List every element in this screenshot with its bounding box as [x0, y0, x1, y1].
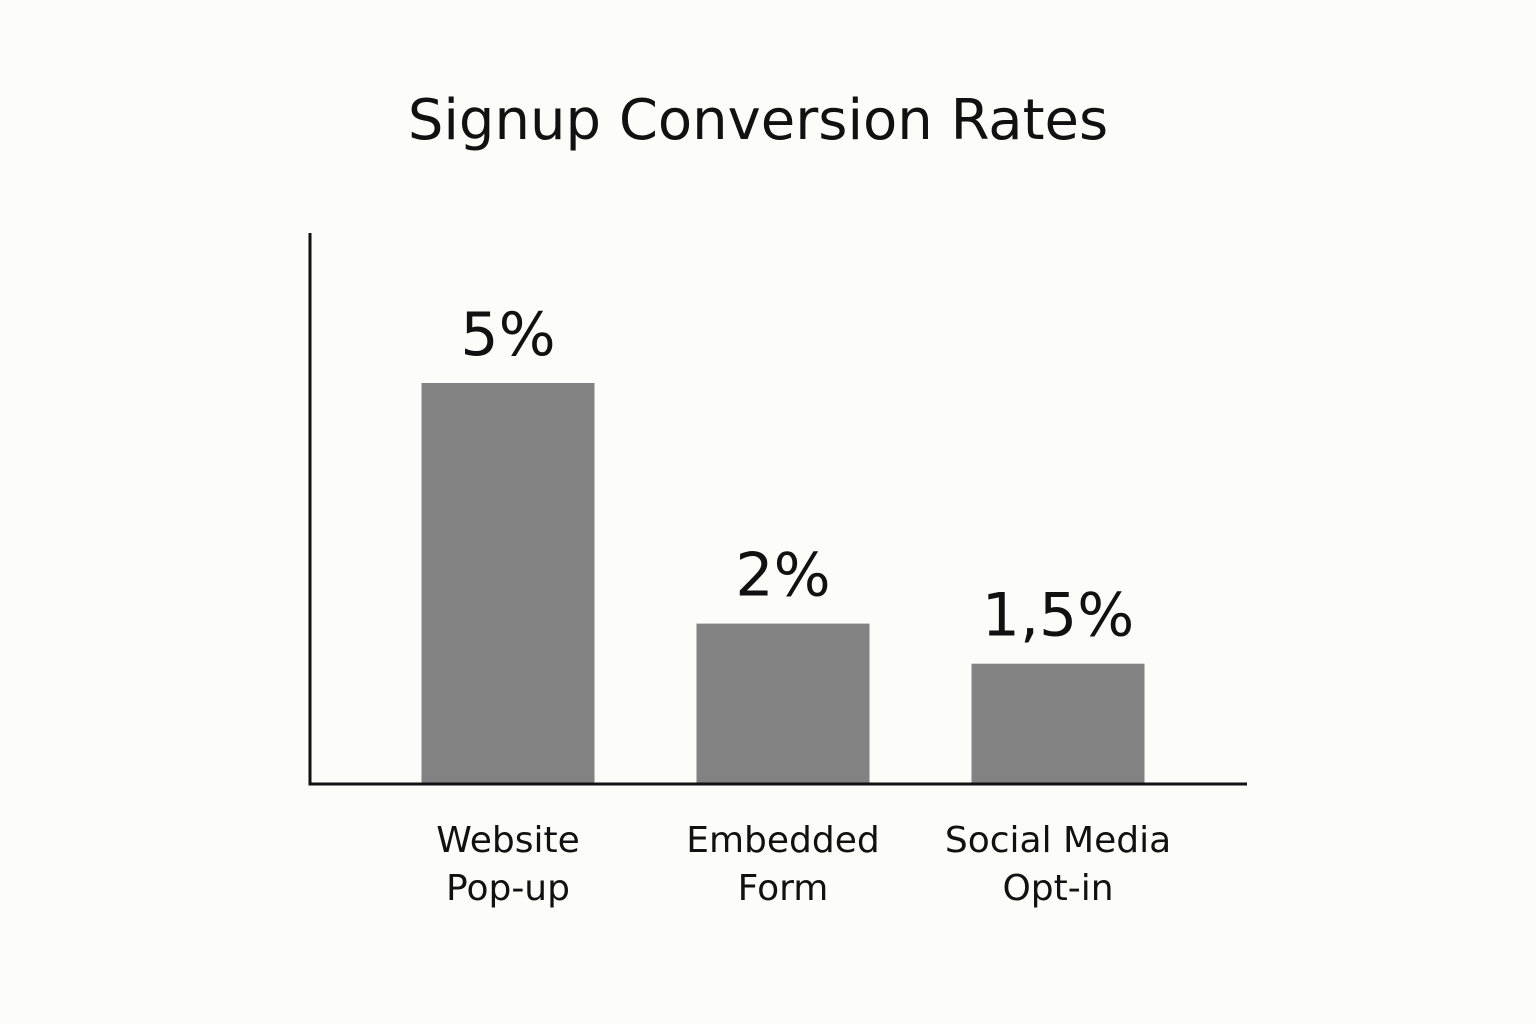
category-label: Form	[738, 868, 829, 909]
bar	[696, 623, 870, 784]
data-label: 5%	[460, 300, 555, 370]
category-label: Social Media	[945, 820, 1171, 861]
data-label: 2%	[735, 541, 830, 611]
axes-layer	[308, 233, 1247, 786]
category-label: Website	[436, 820, 580, 861]
labels-layer: 5% Website Pop-up 2% Embedded Form 1,5% Social …	[436, 300, 1171, 909]
category-label: Pop-up	[446, 868, 570, 909]
bar	[971, 663, 1145, 784]
category-label: Opt-in	[1002, 868, 1113, 909]
bar	[421, 383, 595, 784]
chart-title: Signup Conversion Rates	[408, 88, 1108, 153]
bars-layer	[421, 383, 1145, 784]
data-label: 1,5%	[982, 581, 1134, 651]
category-label: Embedded	[686, 820, 880, 861]
